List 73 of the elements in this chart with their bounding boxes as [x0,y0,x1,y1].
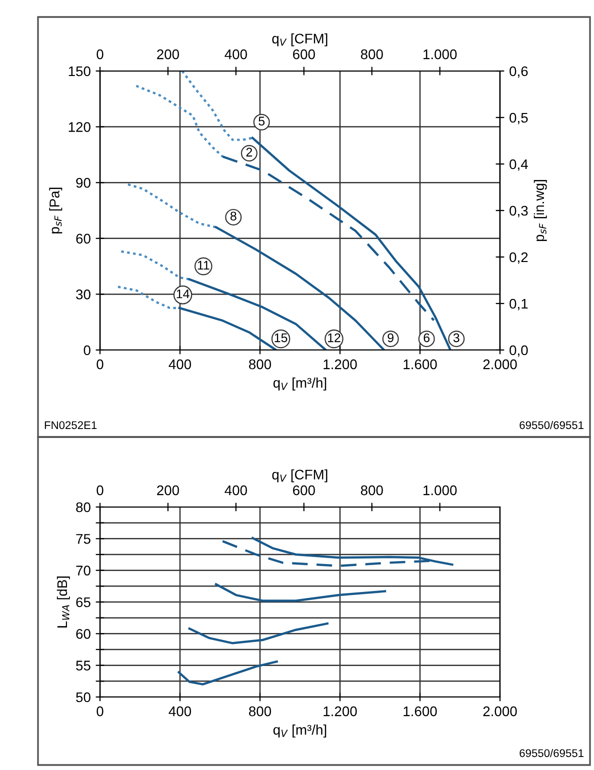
annotation: 12 [328,333,340,342]
x2-tick-label: 1.000 [424,485,457,496]
annotation: 14 [176,290,190,298]
x-axis-title: q$_{V}$ [m³/h] [273,378,326,390]
x2-axis-title: q$_{V}$ [CFM] [272,469,328,482]
x-tick-label: 400 [168,706,192,716]
line-series [135,84,224,158]
y2-axis-title: p$_{sF}$ [in.wg] [534,180,547,242]
text: FN0252E1 [44,421,97,430]
line-series [126,183,218,228]
y-tick-label: 30 [76,290,90,300]
x2-tick-label: 0 [96,49,104,60]
y2-tick-label: 0,2 [510,252,528,264]
annotation: 15 [274,333,288,342]
line-series [120,250,191,280]
y2-tick-label: 0,4 [510,159,528,171]
y-tick-label: 90 [76,178,90,188]
y-tick-label: 50 [76,692,90,702]
x-tick-label: 800 [249,359,272,370]
line-series [188,622,329,644]
x-tick-label: 1.600 [404,706,437,716]
y-tick-label: 60 [76,234,90,244]
y2-tick-label: 0,3 [510,206,528,218]
line-series [181,71,254,141]
x-tick-label: 0 [96,706,104,716]
x2-tick-label: 800 [360,49,383,60]
y-tick-label: 0 [84,345,90,356]
y-tick-label: 150 [68,66,90,76]
x2-tick-label: 400 [224,485,247,496]
y2-tick-label: 0,0 [510,345,528,357]
annotation: 8 [230,212,236,221]
x2-tick-label: 200 [157,485,180,496]
x-tick-label: 800 [249,706,272,716]
y-tick-label: 75 [76,534,90,544]
annotation: 9 [388,333,394,342]
x2-tick-label: 600 [293,49,315,60]
line-series [214,583,386,602]
text: 69550/69551 [520,420,584,430]
y-tick-label: 65 [76,597,90,608]
x-tick-label: 1.600 [404,359,437,370]
y-axis-title: p$_{sF}$ [Pa] [49,188,62,234]
x2-tick-label: 0 [96,485,104,496]
x-tick-label: 1.200 [324,359,357,370]
y-tick-label: 60 [76,629,90,639]
x2-tick-label: 200 [157,49,180,60]
x2-tick-label: 600 [293,485,315,496]
y-axis-title: L$_{WA}$ [dB] [56,576,70,628]
x-tick-label: 400 [168,359,192,370]
annotation: 5 [258,116,265,126]
line-series [178,660,278,686]
y-tick-label: 120 [68,122,90,132]
x2-tick-label: 1.000 [424,49,457,60]
y2-tick-label: 0,6 [510,66,528,78]
y2-tick-label: 0,5 [510,112,528,124]
x-axis-title: q$_{V}$ [m³/h] [273,724,326,738]
y-tick-label: 55 [76,660,90,671]
x-tick-label: 2.000 [483,706,517,716]
y-tick-label: 70 [76,566,90,576]
x-tick-label: 2.000 [483,359,517,370]
x-tick-label: 0 [96,359,104,370]
y2-tick-label: 0,1 [510,298,528,310]
line-series [214,226,386,350]
annotation: 11 [198,260,210,270]
x2-axis-title: q$_{V}$ [CFM] [272,33,328,46]
x2-tick-label: 400 [224,49,247,60]
y-tick-label: 80 [76,502,90,512]
annotation: 2 [246,148,252,156]
x-tick-label: 1.200 [324,706,357,716]
text: 69550/69551 [520,748,584,758]
annotation: 6 [424,333,430,342]
x2-tick-label: 800 [360,485,383,496]
annotation: 3 [453,333,460,342]
line-series [188,278,327,350]
